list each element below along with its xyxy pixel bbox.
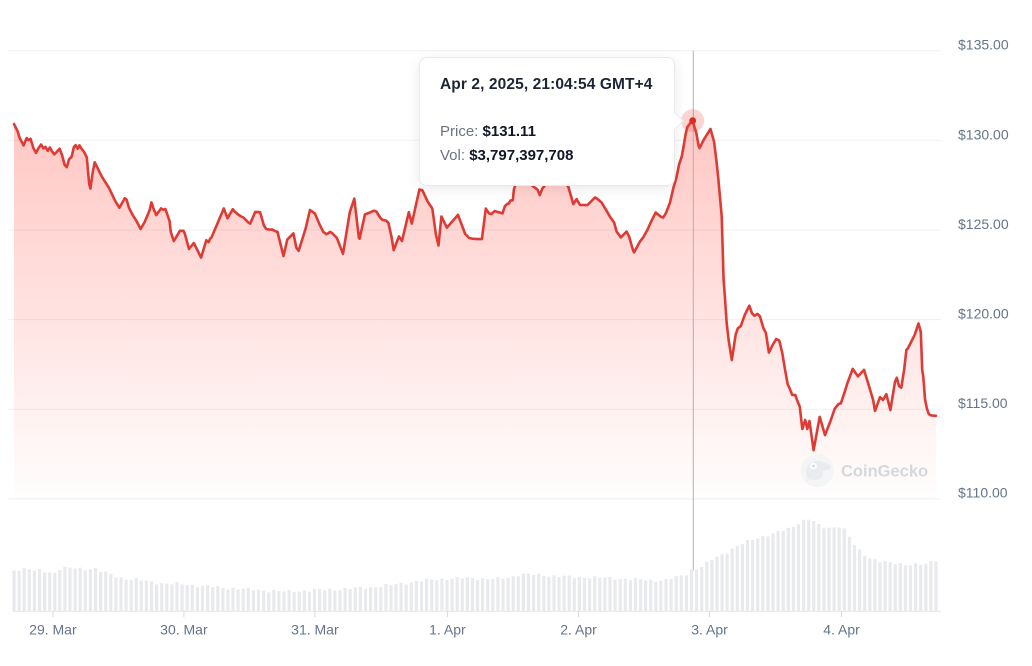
svg-text:4. Apr: 4. Apr: [823, 622, 860, 638]
svg-text:$110.00: $110.00: [958, 485, 1008, 501]
svg-text:31. Mar: 31. Mar: [291, 622, 339, 638]
svg-text:$125.00: $125.00: [958, 216, 1009, 232]
svg-text:29. Mar: 29. Mar: [29, 622, 77, 638]
svg-text:30. Mar: 30. Mar: [160, 622, 208, 638]
svg-text:1. Apr: 1. Apr: [429, 622, 466, 638]
svg-text:$130.00: $130.00: [958, 126, 1009, 142]
svg-text:$115.00: $115.00: [958, 395, 1008, 411]
svg-text:2. Apr: 2. Apr: [560, 622, 597, 638]
svg-text:$120.00: $120.00: [958, 306, 1009, 322]
svg-text:$135.00: $135.00: [958, 37, 1009, 53]
svg-text:CoinGecko: CoinGecko: [841, 463, 928, 481]
svg-text:3. Apr: 3. Apr: [691, 622, 728, 638]
